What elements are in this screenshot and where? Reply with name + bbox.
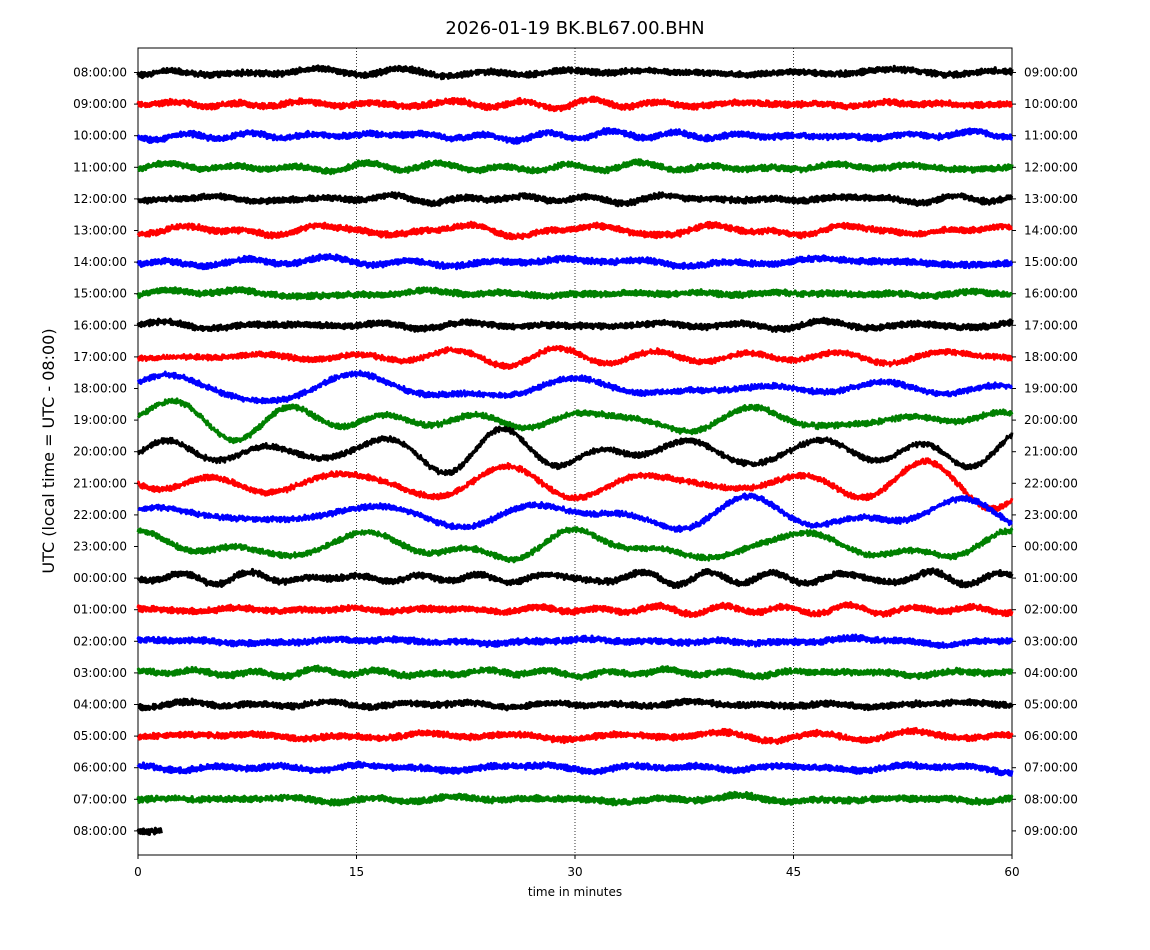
grid-layer [356,48,794,855]
x-tick-label: 30 [567,865,582,879]
y-tick-label-left: 11:00:00 [73,160,127,174]
y-tick-label-right: 02:00:00 [1024,603,1078,617]
y-tick-label-right: 04:00:00 [1024,666,1078,680]
y-tick-label-left: 15:00:00 [73,287,127,301]
y-tick-label-right: 07:00:00 [1024,761,1078,775]
trace-080000-row-24 [136,826,163,836]
y-tick-label-right: 05:00:00 [1024,698,1078,712]
y-tick-label-right: 20:00:00 [1024,413,1078,427]
y-tick-label-right: 17:00:00 [1024,318,1078,332]
trace-130000-row-5 [136,220,1014,241]
y-tick-label-left: 16:00:00 [73,318,127,332]
y-tick-label-right: 08:00:00 [1024,792,1078,806]
trace-000000-row-16 [136,567,1014,589]
trace-070000-row-23 [136,790,1014,807]
chart-title: 2026-01-19 BK.BL67.00.BHN [445,18,704,39]
trace-140000-row-6 [136,253,1014,271]
y-tick-label-left: 06:00:00 [73,761,127,775]
y-tick-label-right: 23:00:00 [1024,508,1078,522]
trace-110000-row-3 [136,158,1014,176]
trace-120000-row-4 [136,191,1014,208]
y-tick-label-left: 12:00:00 [73,192,127,206]
y-tick-label-right: 11:00:00 [1024,129,1078,143]
x-tick-label: 0 [134,865,142,879]
y-tick-label-right: 09:00:00 [1024,824,1078,838]
trace-090000-row-1 [136,95,1014,113]
y-tick-label-left: 20:00:00 [73,445,127,459]
trace-230000-row-15 [136,526,1014,564]
trace-010000-row-17 [136,600,1014,619]
y-tick-label-left: 07:00:00 [73,792,127,806]
y-tick-label-left: 03:00:00 [73,666,127,680]
trace-150000-row-7 [136,285,1014,301]
x-axis-label: time in minutes [528,885,622,899]
y-tick-label-right: 12:00:00 [1024,160,1078,174]
y-tick-label-left: 18:00:00 [73,382,127,396]
y-tick-label-left: 21:00:00 [73,476,127,490]
y-tick-label-left: 22:00:00 [73,508,127,522]
y-tick-label-right: 22:00:00 [1024,476,1078,490]
y-tick-label-right: 13:00:00 [1024,192,1078,206]
y-tick-label-left: 14:00:00 [73,255,127,269]
y-tick-label-right: 16:00:00 [1024,287,1078,301]
y-tick-label-right: 09:00:00 [1024,66,1078,80]
trace-210000-row-13 [136,457,1014,513]
trace-080000-row-0 [136,64,1014,81]
traces-layer [136,64,1014,836]
y-tick-label-right: 10:00:00 [1024,97,1078,111]
y-tick-label-right: 21:00:00 [1024,445,1078,459]
y-tick-label-left: 17:00:00 [73,350,127,364]
trace-060000-row-22 [136,760,1014,777]
y-tick-label-right: 00:00:00 [1024,540,1078,554]
trace-170000-row-9 [136,344,1014,370]
y-tick-label-right: 03:00:00 [1024,634,1078,648]
trace-160000-row-8 [136,316,1014,333]
y-axis-label: UTC (local time = UTC - 08:00) [39,328,58,573]
trace-050000-row-21 [136,726,1014,745]
y-tick-label-right: 06:00:00 [1024,729,1078,743]
y-tick-label-left: 08:00:00 [73,66,127,80]
ticks-layer: 0 15 30 45 60 08:00:00 09:00:00 10:00:00 11:00:0… [73,66,1078,880]
trace-190000-row-11 [136,397,1014,445]
y-tick-label-right: 14:00:00 [1024,224,1078,238]
y-tick-label-left: 04:00:00 [73,698,127,712]
y-tick-label-left: 05:00:00 [73,729,127,743]
y-tick-label-right: 01:00:00 [1024,571,1078,585]
x-tick-label: 45 [786,865,801,879]
x-tick-label: 15 [349,865,364,879]
y-tick-label-left: 08:00:00 [73,824,127,838]
trace-200000-row-12 [137,425,1014,477]
y-tick-label-left: 02:00:00 [73,634,127,648]
y-tick-label-left: 10:00:00 [73,129,127,143]
y-tick-label-left: 09:00:00 [73,97,127,111]
y-tick-label-left: 01:00:00 [73,603,127,617]
trace-020000-row-18 [136,633,1014,650]
y-tick-label-right: 19:00:00 [1024,382,1078,396]
y-tick-label-left: 13:00:00 [73,224,127,238]
y-tick-label-right: 18:00:00 [1024,350,1078,364]
trace-220000-row-14 [137,492,1013,533]
trace-100000-row-2 [136,127,1014,145]
y-tick-label-right: 15:00:00 [1024,255,1078,269]
trace-180000-row-10 [136,369,1013,405]
trace-040000-row-20 [136,697,1014,712]
x-tick-label: 60 [1004,865,1019,879]
y-tick-label-left: 19:00:00 [73,413,127,427]
y-tick-label-left: 23:00:00 [73,540,127,554]
trace-030000-row-19 [136,664,1014,681]
y-tick-label-left: 00:00:00 [73,571,127,585]
